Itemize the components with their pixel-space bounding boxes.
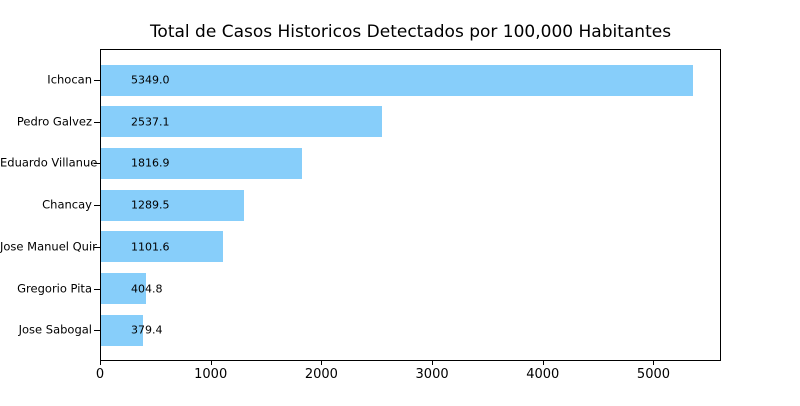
bar xyxy=(101,231,223,263)
y-tick-label: Gregorio Pita xyxy=(17,280,92,295)
y-tick-mark xyxy=(94,246,100,248)
y-tick-mark xyxy=(94,330,100,332)
bar xyxy=(101,106,382,138)
x-tick-label: 3000 xyxy=(415,367,449,382)
x-tick-label: 4000 xyxy=(526,367,560,382)
x-tick-mark xyxy=(432,361,434,365)
y-tick-label: Jose Sabogal xyxy=(18,322,92,337)
x-tick-mark xyxy=(210,361,212,365)
x-tick-mark xyxy=(100,361,101,365)
y-tick-label: Ichocan xyxy=(47,72,92,87)
x-tick-mark xyxy=(653,361,655,365)
x-tick-label: 2000 xyxy=(304,367,338,382)
bar-value-label: 379.4 xyxy=(131,323,163,337)
y-tick-label: Jose Manuel Quir xyxy=(0,239,97,254)
bar xyxy=(101,147,303,179)
y-tick-mark xyxy=(94,205,100,207)
x-tick-label: 0 xyxy=(95,367,105,382)
y-tick-label: Chancay xyxy=(42,197,92,212)
y-tick-label: Pedro Galvez xyxy=(16,113,92,128)
bar xyxy=(101,273,146,304)
bar xyxy=(101,189,244,221)
bar xyxy=(101,314,143,346)
plot-area: 5349.0 2537.1 1816.9 1289.5 1101.6 404.8 379.4 xyxy=(100,49,721,361)
bar-value-label: 404.8 xyxy=(131,282,163,295)
bar xyxy=(101,64,694,96)
bar-value-label: 1816.9 xyxy=(131,156,170,170)
bar-value-label: 5349.0 xyxy=(131,73,170,87)
x-tick-mark xyxy=(542,361,544,365)
bar-value-label: 2537.1 xyxy=(131,115,170,129)
y-tick-mark xyxy=(94,163,100,165)
chart-title: Total de Casos Historicos Detectados por… xyxy=(149,22,672,42)
x-tick-mark xyxy=(321,361,323,365)
y-tick-mark xyxy=(94,121,100,123)
y-tick-label: Eduardo Villanue xyxy=(0,155,98,170)
bar-value-label: 1101.6 xyxy=(131,240,170,254)
bar-value-label: 1289.5 xyxy=(131,198,170,212)
x-tick-label: 1000 xyxy=(194,367,228,382)
x-tick-label: 5000 xyxy=(636,367,671,382)
y-tick-mark xyxy=(94,288,100,290)
y-tick-mark xyxy=(94,80,100,81)
